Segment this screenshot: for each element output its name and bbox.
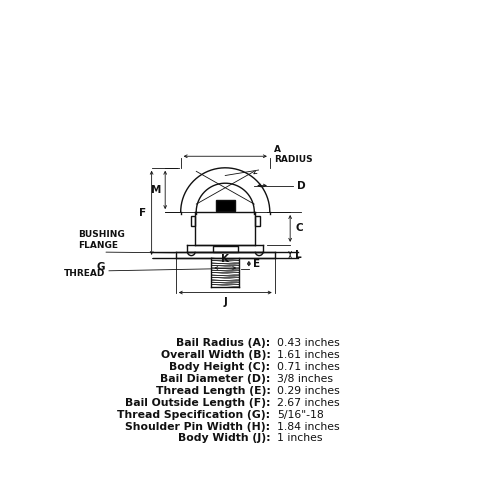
- Text: F: F: [140, 208, 146, 218]
- Bar: [190, 216, 195, 226]
- Text: Body Width (J):: Body Width (J):: [178, 434, 270, 444]
- Text: Bail Diameter (D):: Bail Diameter (D):: [160, 374, 270, 384]
- Bar: [212, 246, 238, 252]
- Text: A
RADIUS: A RADIUS: [274, 145, 312, 164]
- Text: 5/16"-18: 5/16"-18: [277, 410, 324, 420]
- Text: C: C: [295, 224, 303, 234]
- Text: Shoulder Pin Width (H):: Shoulder Pin Width (H):: [126, 422, 270, 432]
- Text: 3/8 inches: 3/8 inches: [277, 374, 333, 384]
- Text: 0.29 inches: 0.29 inches: [277, 386, 340, 396]
- Text: 1.84 inches: 1.84 inches: [277, 422, 340, 432]
- Text: Body Height (C):: Body Height (C):: [170, 362, 270, 372]
- Text: BUSHING
FLANGE: BUSHING FLANGE: [78, 230, 125, 250]
- Text: Bail Radius (A):: Bail Radius (A):: [176, 338, 270, 348]
- Text: D: D: [297, 180, 306, 190]
- Text: 1.61 inches: 1.61 inches: [277, 350, 340, 360]
- Text: K: K: [221, 254, 229, 264]
- Bar: [256, 216, 260, 226]
- Text: G: G: [96, 262, 105, 272]
- Text: L: L: [295, 250, 302, 260]
- Text: Overall Width (B):: Overall Width (B):: [160, 350, 270, 360]
- Text: THREAD: THREAD: [64, 270, 105, 278]
- Text: 0.43 inches: 0.43 inches: [277, 338, 340, 348]
- Text: M: M: [151, 185, 162, 195]
- Text: J: J: [224, 297, 227, 307]
- Text: Thread Specification (G):: Thread Specification (G):: [118, 410, 270, 420]
- Text: Thread Length (E):: Thread Length (E):: [156, 386, 270, 396]
- Text: 2.67 inches: 2.67 inches: [277, 398, 340, 407]
- Bar: [216, 200, 234, 211]
- Text: E: E: [253, 258, 260, 268]
- Text: Bail Outside Length (F):: Bail Outside Length (F):: [125, 398, 270, 407]
- Text: 1 inches: 1 inches: [277, 434, 322, 444]
- Text: 0.71 inches: 0.71 inches: [277, 362, 340, 372]
